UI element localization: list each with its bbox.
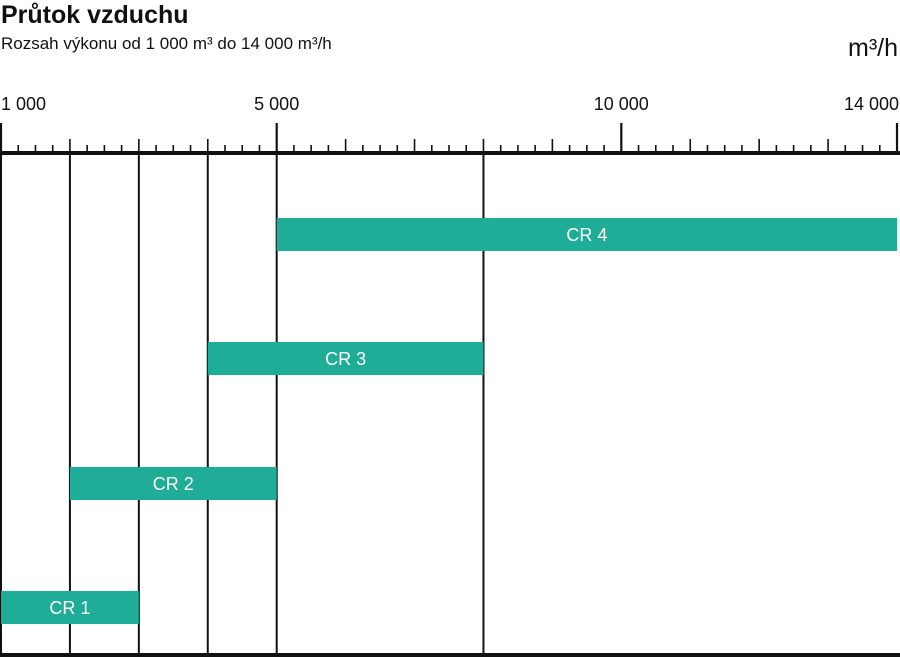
range-bar	[1, 591, 139, 624]
chart-subtitle: Rozsah výkonu od 1 000 m³ do 14 000 m³/h	[1, 34, 332, 53]
range-bar	[69, 467, 277, 500]
bar-label: CR 4	[566, 225, 607, 245]
tick-label: 10 000	[594, 94, 649, 114]
range-bar	[276, 218, 897, 251]
bar-label: CR 3	[325, 349, 366, 369]
bars: CR 1 CR 2 CR 3 CR 4	[1, 218, 897, 624]
x-axis: 1 000 5 000 10 000 14 000	[0, 94, 900, 657]
range-bar	[207, 342, 484, 375]
chart-title: Průtok vzduchu	[1, 1, 189, 29]
tick-label: 14 000	[844, 94, 899, 114]
bar-label: CR 1	[49, 598, 90, 618]
unit-label: m³/h	[848, 34, 898, 62]
tick-label: 1 000	[1, 94, 46, 114]
bar-label: CR 2	[153, 474, 194, 494]
tick-label: 5 000	[254, 94, 299, 114]
